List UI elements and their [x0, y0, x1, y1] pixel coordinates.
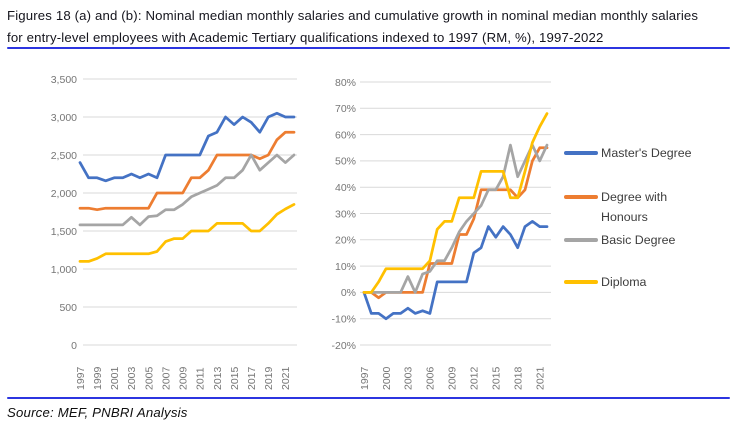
x-tick-label: 2001 — [109, 366, 121, 390]
x-tick-label: 2003 — [403, 366, 415, 390]
legend-label: Master's Degree — [601, 146, 692, 160]
y-tick-label: 10% — [335, 261, 356, 273]
masters-degree-line-swatch — [564, 151, 598, 156]
x-tick-label: 2021 — [535, 366, 547, 390]
y-tick-label: 1,500 — [51, 226, 77, 238]
x-tick-label: 2018 — [513, 366, 525, 390]
x-tick-label: 2012 — [469, 366, 481, 390]
x-tick-label: 2007 — [160, 366, 172, 390]
x-tick-label: 2017 — [246, 366, 258, 390]
master-s-degree-line — [78, 111, 296, 183]
x-tick-label: 2000 — [381, 366, 393, 390]
y-tick-label: 60% — [335, 129, 356, 141]
legend-label: Basic Degree — [601, 233, 676, 247]
y-tick-label: 50% — [335, 156, 356, 168]
y-tick-label: 70% — [335, 103, 356, 115]
y-tick-label: 500 — [59, 302, 77, 314]
y-tick-label: 0% — [341, 287, 356, 299]
x-tick-label: 2015 — [491, 366, 503, 390]
x-tick-label: 1997 — [75, 366, 87, 390]
y-tick-label: 3,500 — [51, 74, 77, 86]
legend-item-masters-degree: Master's Degree — [564, 144, 709, 164]
source-note: Source: MEF, PNBRI Analysis — [7, 405, 188, 420]
figure-title-line2: for entry-level employees with Academic … — [7, 29, 604, 45]
basic-degree-line — [78, 153, 296, 227]
legend-item-basic-degree: Basic Degree — [564, 231, 709, 251]
bottom-divider — [7, 397, 730, 400]
x-tick-label: 2005 — [143, 366, 155, 390]
x-tick-label: 2011 — [195, 367, 207, 390]
x-tick-label: 2019 — [263, 366, 275, 390]
x-tick-label: 2006 — [425, 366, 437, 390]
x-tick-label: 2009 — [447, 366, 459, 390]
x-tick-label: 2021 — [280, 366, 292, 390]
x-tick-label: 1997 — [359, 366, 371, 390]
diploma-line — [362, 112, 549, 294]
basic-degree-line — [362, 143, 549, 294]
legend-item-diploma: Diploma — [564, 273, 709, 293]
y-tick-label: 2,500 — [51, 150, 77, 162]
legend-label: Degree with Honours — [601, 190, 668, 224]
x-tick-label: 1999 — [92, 366, 104, 390]
diploma-line — [78, 203, 296, 263]
y-tick-label: 0 — [71, 340, 77, 352]
figure-title: Figures 18 (a) and (b): Nominal median m… — [7, 5, 734, 48]
y-tick-label: 30% — [335, 208, 356, 220]
legend-label: Diploma — [601, 275, 647, 289]
y-tick-label: 2,000 — [51, 188, 77, 200]
y-tick-label: -10% — [331, 314, 356, 326]
growth-chart: -20% -10% 0% 10% 20% 30% 40% 50% 60% 70% 80% 1997 20… — [331, 77, 551, 390]
y-tick-label: 80% — [335, 77, 356, 89]
diploma-line-swatch — [564, 280, 598, 285]
y-tick-label: 40% — [335, 182, 356, 194]
y-tick-label: 20% — [335, 235, 356, 247]
x-tick-label: 2009 — [178, 366, 190, 390]
x-tick-label: 2013 — [212, 366, 224, 390]
y-tick-label: 3,000 — [51, 112, 77, 124]
x-tick-label: 2015 — [229, 366, 241, 390]
salary-chart: 0 500 1,000 1,500 2,000 2,500 3,000 3,500 1997 19… — [51, 74, 297, 390]
chart-legend: Master's Degree Degree with Honours Basi… — [564, 57, 736, 362]
degree-with-honours-line-swatch — [564, 195, 598, 200]
degree-with-honours-line — [78, 130, 296, 212]
top-divider — [7, 47, 730, 50]
x-tick-label: 2003 — [126, 366, 138, 390]
basic-degree-line-swatch — [564, 238, 598, 243]
figure-title-line1: Figures 18 (a) and (b): Nominal median m… — [7, 8, 699, 23]
y-tick-label: -20% — [331, 340, 356, 352]
y-tick-label: 1,000 — [51, 264, 77, 276]
legend-item-degree-with-honours: Degree with Honours — [564, 188, 709, 227]
master-s-degree-line — [362, 220, 549, 321]
